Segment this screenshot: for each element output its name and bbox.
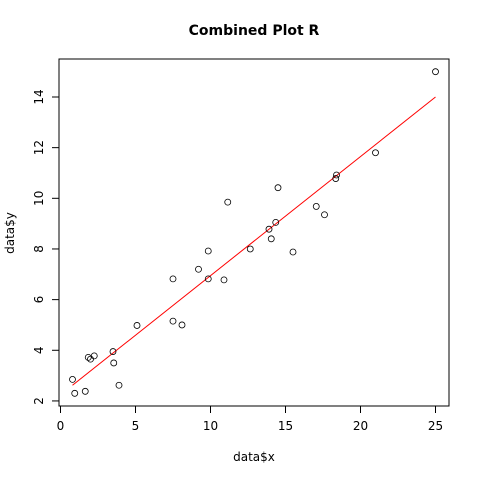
x-axis: 0 5 10 15 20 25 <box>57 405 443 433</box>
data-point <box>169 275 177 283</box>
plot-frame <box>58 58 450 407</box>
y-tick-label: 12 <box>32 140 46 155</box>
regression-line-group <box>72 96 436 386</box>
x-tick-label: 0 <box>57 419 65 433</box>
x-tick-label: 10 <box>203 419 218 433</box>
x-axis-label: data$x <box>233 450 275 464</box>
data-point <box>321 211 328 219</box>
data-point <box>109 348 117 355</box>
data-point <box>246 245 254 253</box>
y-tick-label: 8 <box>32 245 46 253</box>
data-point <box>81 387 89 395</box>
x-tick-label: 20 <box>353 419 368 433</box>
y-axis-label: data$y <box>3 212 17 254</box>
y-tick-label: 14 <box>32 89 46 104</box>
data-point <box>333 171 340 179</box>
data-point <box>267 235 275 243</box>
data-point <box>272 218 280 226</box>
y-tick-label: 6 <box>32 296 46 304</box>
data-point <box>90 352 98 360</box>
data-point <box>115 381 123 389</box>
y-tick-label: 2 <box>32 397 46 405</box>
y-tick-label: 4 <box>32 346 46 354</box>
x-tick-label: 5 <box>132 419 140 433</box>
data-point <box>204 275 212 283</box>
data-point <box>432 68 439 76</box>
data-point <box>220 276 228 284</box>
data-point <box>274 184 282 192</box>
data-point <box>289 248 297 256</box>
data-point <box>332 175 340 182</box>
data-point <box>178 321 186 329</box>
data-point <box>169 317 177 325</box>
data-point <box>110 359 118 367</box>
chart-title: Combined Plot R <box>189 23 320 39</box>
data-point <box>71 389 79 397</box>
y-tick-label: 10 <box>32 191 46 206</box>
data-point <box>265 225 273 233</box>
data-points <box>69 68 439 397</box>
data-point <box>372 149 379 157</box>
x-tick-label: 15 <box>278 419 293 433</box>
data-point <box>195 265 202 273</box>
regression-line <box>72 96 436 386</box>
data-point <box>204 247 212 255</box>
data-point <box>312 203 320 210</box>
data-point <box>133 322 141 329</box>
y-axis: 2 4 6 8 10 12 14 <box>32 89 60 405</box>
data-point <box>224 198 232 206</box>
data-point <box>69 376 76 383</box>
x-tick-label: 25 <box>428 419 443 433</box>
